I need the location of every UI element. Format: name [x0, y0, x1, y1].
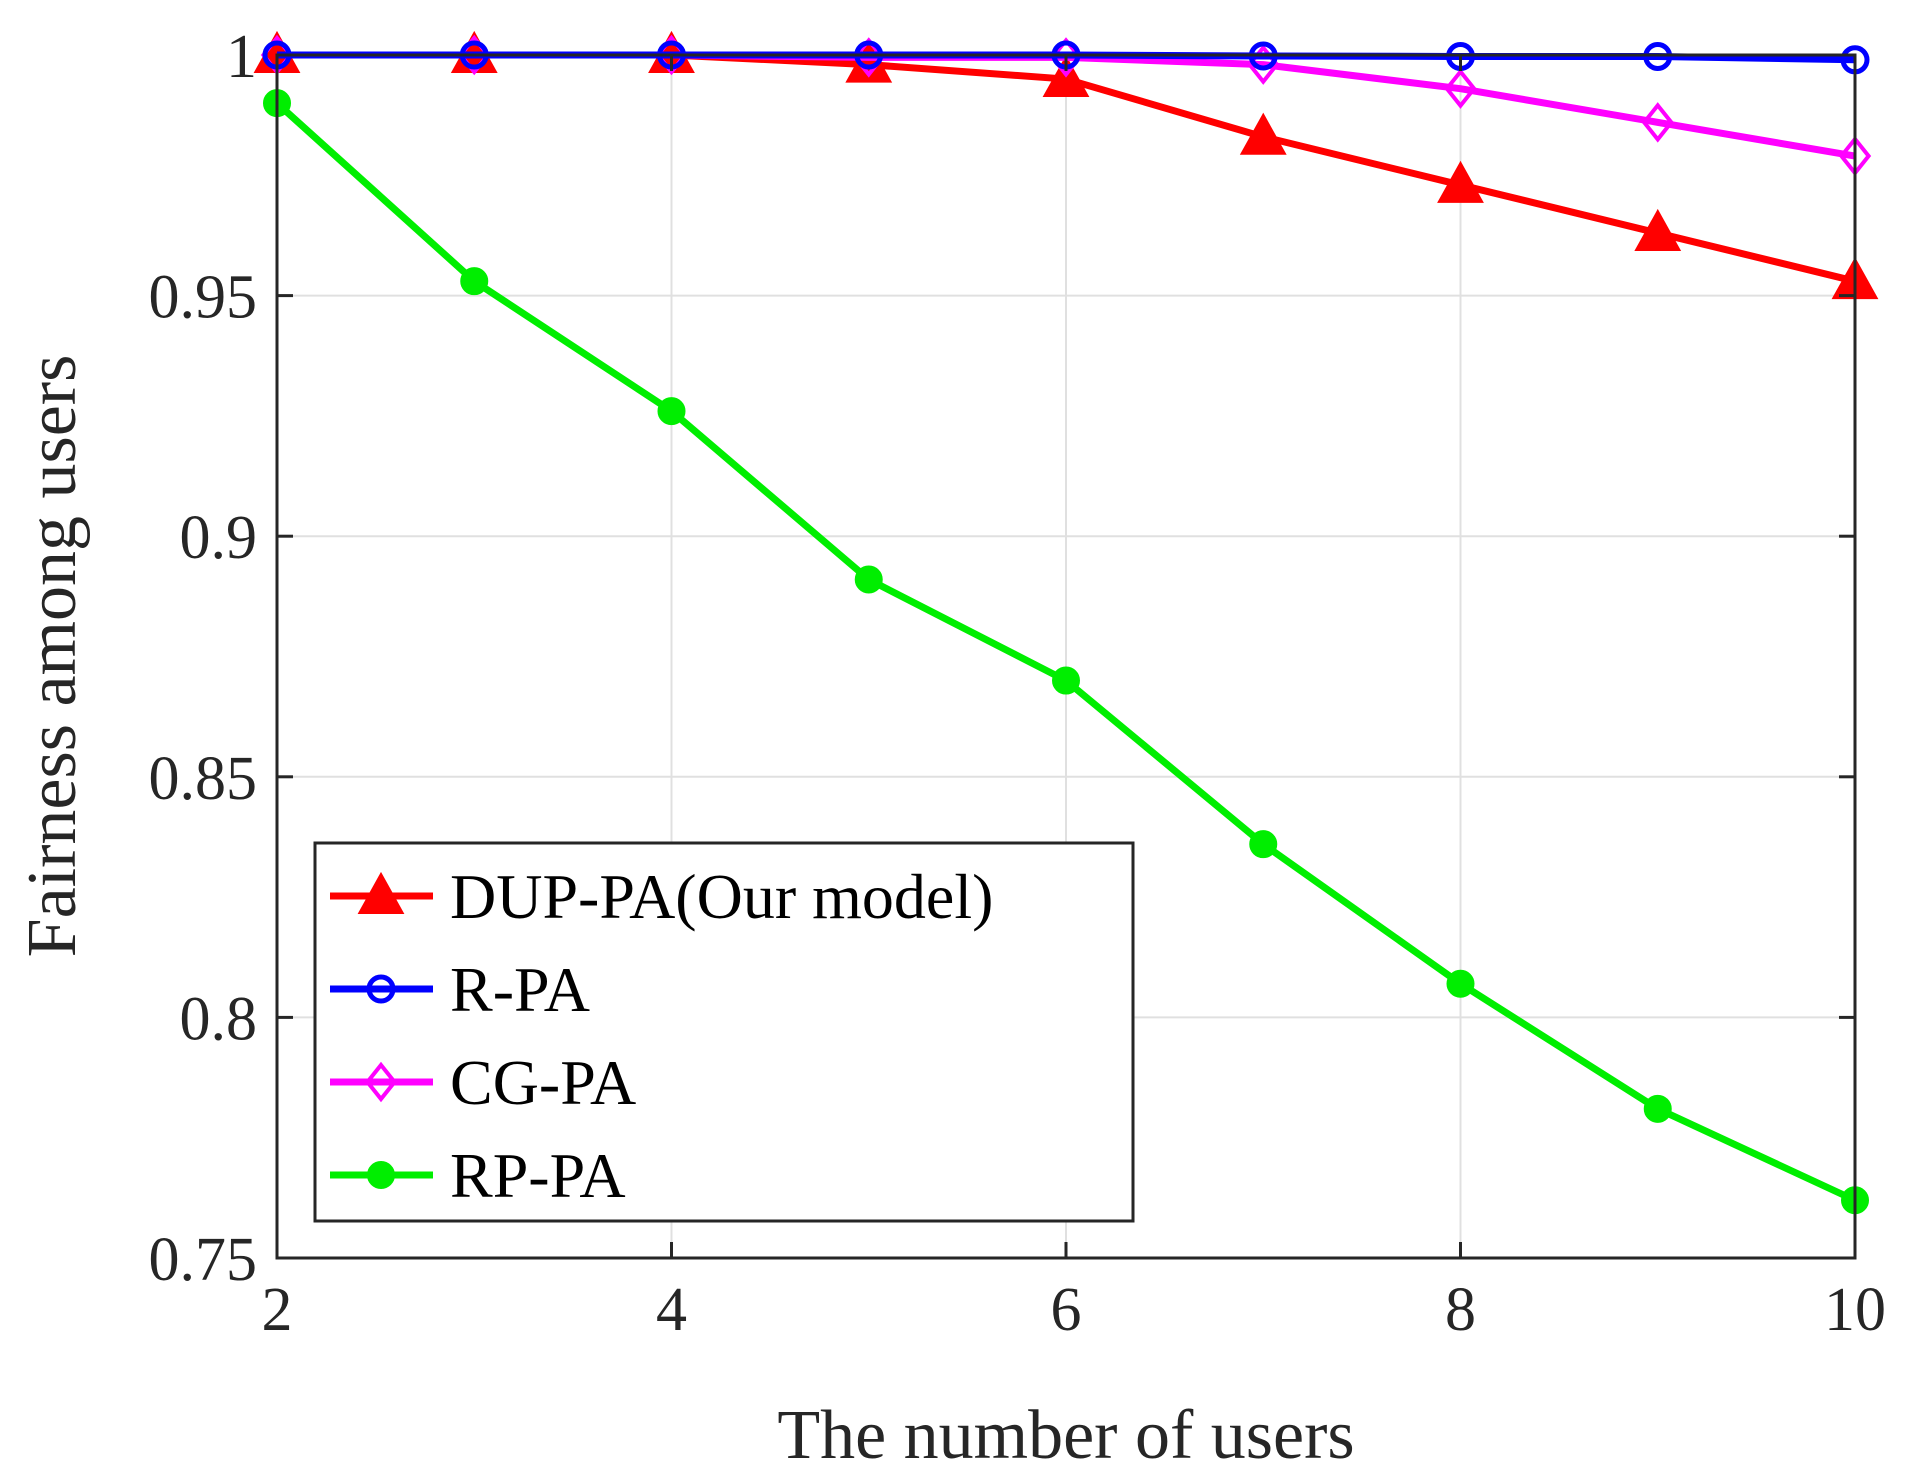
- data-point: [1437, 160, 1484, 203]
- data-point: [1444, 68, 1477, 109]
- legend-swatch-marker: [357, 871, 405, 914]
- series-rp-pa: [263, 89, 1869, 1215]
- legend-label: CG-PA: [450, 1047, 636, 1118]
- y-tick-label: 0.75: [149, 1226, 258, 1294]
- y-tick-label: 0.8: [180, 985, 258, 1053]
- x-axis-title: The number of users: [777, 1397, 1354, 1474]
- legend-label: DUP-PA(Our model): [450, 861, 993, 932]
- data-point: [1249, 830, 1278, 859]
- legend-item: RP-PA: [330, 1140, 626, 1211]
- data-point: [460, 267, 489, 296]
- legend: DUP-PA(Our model) R-PA CG-PA RP-PA: [313, 841, 1135, 1223]
- x-tick-label: 4: [656, 1276, 687, 1344]
- y-axis-title: Fairness among users: [14, 355, 91, 958]
- data-point: [1446, 969, 1475, 998]
- legend-label: RP-PA: [450, 1140, 626, 1211]
- legend-item: R-PA: [330, 954, 590, 1025]
- legend-swatch-marker: [364, 1061, 398, 1103]
- data-point: [1239, 112, 1287, 155]
- legend-label: R-PA: [450, 954, 590, 1025]
- legend-swatch-marker: [366, 974, 396, 1004]
- data-point: [657, 397, 686, 426]
- x-tick-label: 10: [1824, 1276, 1886, 1344]
- y-tick-label: 0.9: [180, 504, 258, 572]
- legend-items: DUP-PA(Our model) R-PA CG-PA RP-PA: [330, 861, 993, 1211]
- grid-lines: [277, 55, 1855, 1258]
- y-tick-label: 0.95: [149, 264, 258, 332]
- legend-item: DUP-PA(Our model): [330, 861, 993, 932]
- data-point: [1052, 666, 1080, 695]
- data-point: [854, 565, 883, 594]
- data-point: [1641, 102, 1674, 143]
- data-point: [1634, 208, 1682, 252]
- x-tick-label: 2: [262, 1276, 293, 1344]
- legend-swatch-marker: [367, 1161, 395, 1189]
- y-tick-label: 0.85: [149, 745, 258, 813]
- x-tick-label: 6: [1051, 1276, 1082, 1344]
- legend-item: CG-PA: [330, 1047, 636, 1118]
- data-point: [1643, 1094, 1672, 1123]
- y-tick-label: 1: [226, 23, 257, 91]
- x-tick-label: 8: [1445, 1276, 1476, 1344]
- axis-ticks: 2 4 6 8 10 0.75 0.8 0.85 0.9 0.95 1: [149, 23, 1887, 1344]
- legend-box: [313, 841, 1135, 1223]
